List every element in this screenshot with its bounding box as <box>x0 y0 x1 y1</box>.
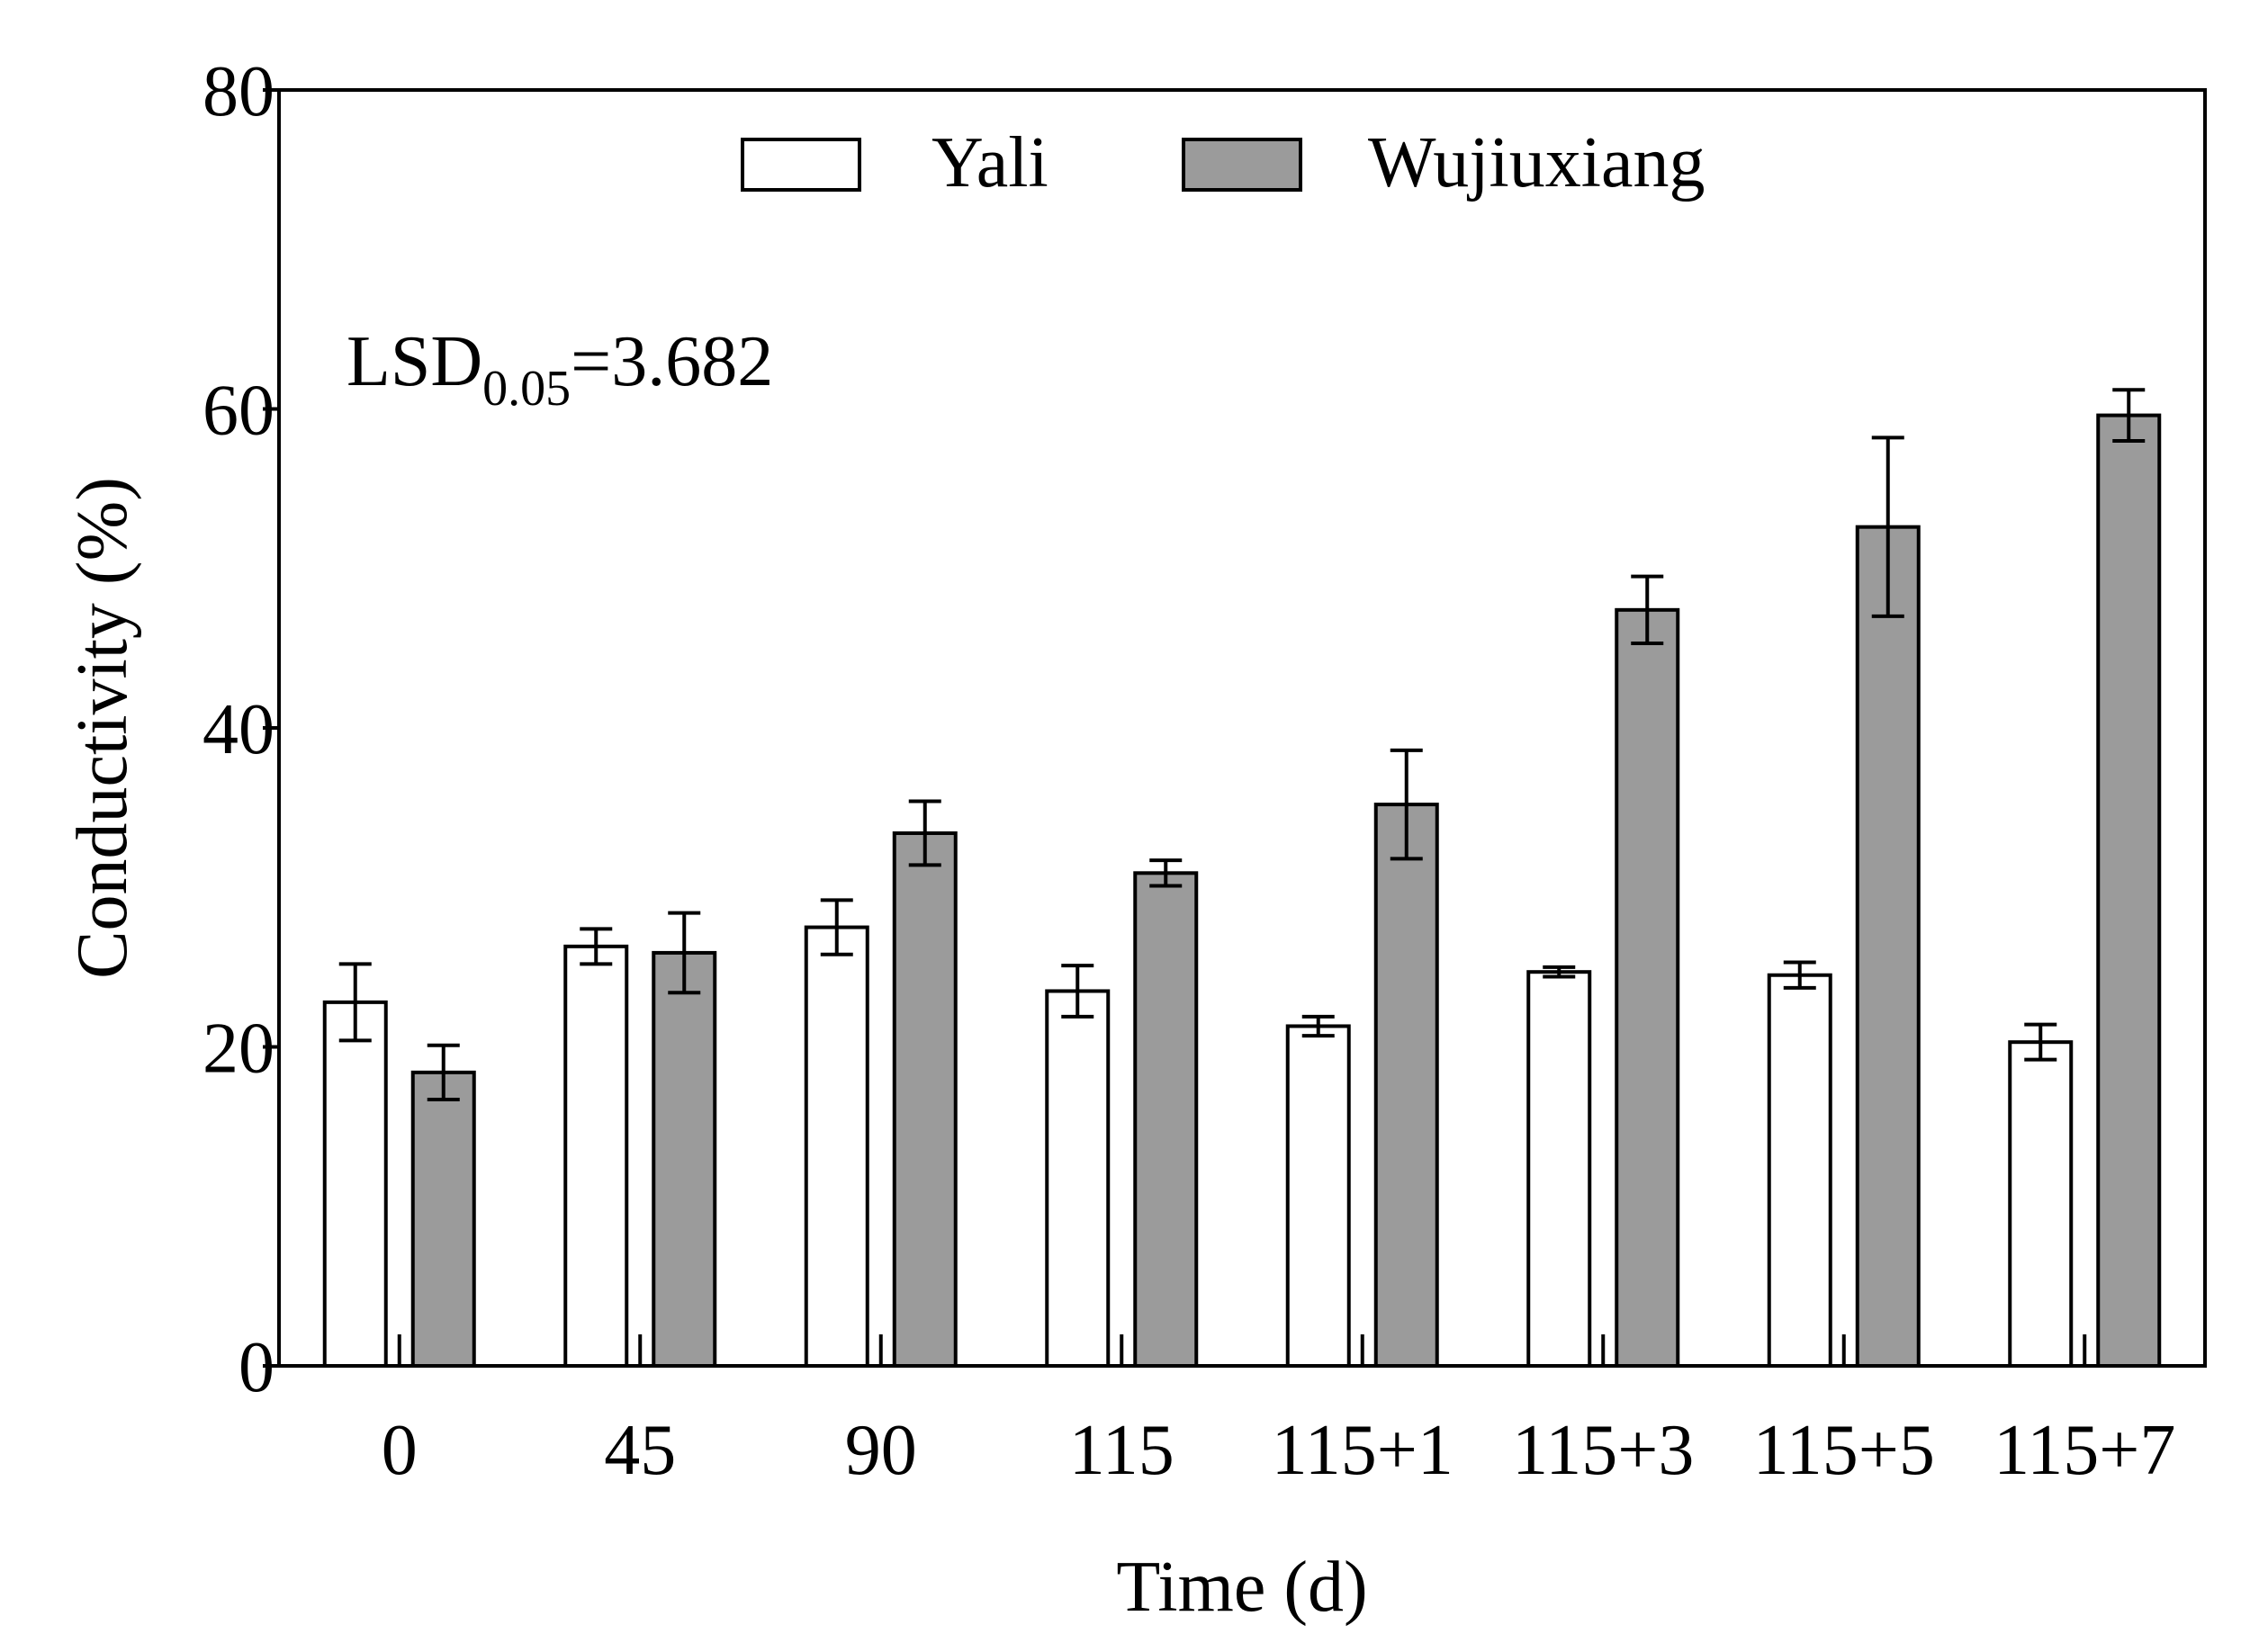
bar-wujiuxiang-115+1 <box>1373 803 1439 1368</box>
x-tick-label-115+3: 115+3 <box>1512 1411 1694 1490</box>
y-axis: 0 20 40 60 80 <box>202 52 279 1407</box>
lsd-value: =3.682 <box>571 322 773 401</box>
x-axis: 0 45 90 115 115+1 115+3 115+5 115+7 <box>382 1334 2175 1490</box>
x-axis-label: Time (d) <box>1116 1548 1367 1627</box>
bar-yali-45 <box>563 944 629 1369</box>
x-tick-label-0: 0 <box>382 1411 418 1490</box>
lsd-main: LSD <box>346 322 482 401</box>
legend-label-wujiuxiang: Wujiuxiang <box>1368 123 1706 202</box>
legend-swatch-yali <box>741 138 861 192</box>
legend-label-yali: Yali <box>932 123 1048 202</box>
bar-wujiuxiang-115+3 <box>1615 607 1680 1368</box>
x-tick-label-90: 90 <box>845 1411 917 1490</box>
legend: Yali Wujiuxiang <box>741 123 1706 202</box>
bars-layer <box>322 413 2162 1369</box>
x-tick-label-115+7: 115+7 <box>1994 1411 2175 1490</box>
bar-wujiuxiang-115+5 <box>1855 525 1921 1368</box>
bar-yali-0 <box>322 1000 388 1368</box>
bar-wujiuxiang-0 <box>410 1070 476 1368</box>
x-tick-label-115: 115 <box>1069 1411 1174 1490</box>
lsd-subscript: 0.05 <box>482 361 571 417</box>
error-bars-layer <box>338 388 2146 1101</box>
bar-yali-115+1 <box>1285 1024 1351 1369</box>
x-tick-label-45: 45 <box>604 1411 676 1490</box>
y-axis-label: Conductivity (%) <box>63 477 142 979</box>
y-tick-label-20: 20 <box>202 1010 274 1089</box>
lsd-annotation: LSD0.05=3.682 <box>346 322 773 417</box>
legend-swatch-wujiuxiang <box>1182 138 1302 192</box>
bar-wujiuxiang-115+7 <box>2096 413 2162 1369</box>
x-tick-label-115+5: 115+5 <box>1753 1411 1935 1490</box>
bar-yali-90 <box>804 925 869 1368</box>
y-tick-label-60: 60 <box>202 372 274 451</box>
bar-yali-115+3 <box>1526 970 1592 1368</box>
bar-yali-115+7 <box>2008 1040 2074 1368</box>
bar-yali-115 <box>1045 989 1111 1369</box>
y-tick-label-40: 40 <box>202 690 274 769</box>
y-tick-label-0: 0 <box>238 1328 274 1407</box>
bar-wujiuxiang-45 <box>652 950 717 1368</box>
bar-yali-115+5 <box>1767 973 1832 1369</box>
bar-wujiuxiang-115 <box>1133 871 1199 1368</box>
y-tick-label-80: 80 <box>202 52 274 131</box>
bar-wujiuxiang-90 <box>892 830 958 1368</box>
x-tick-label-115+1: 115+1 <box>1272 1411 1454 1490</box>
